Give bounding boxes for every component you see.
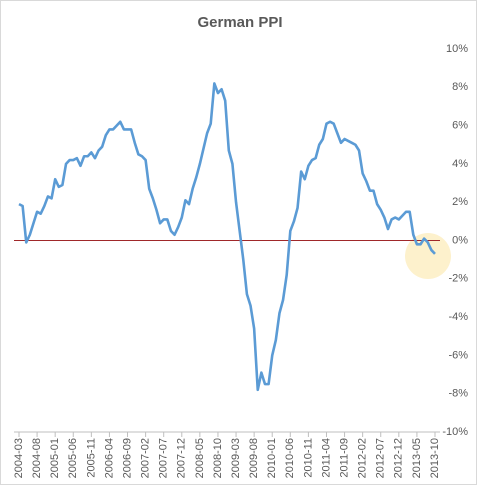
x-tick-label: 2009-08	[248, 438, 260, 478]
y-tick-label: -2%	[448, 273, 468, 285]
x-tick-label: 2010-11	[302, 438, 314, 478]
x-tick-label: 2009-03	[230, 438, 242, 478]
x-tick-label: 2013-10	[429, 438, 441, 478]
x-tick-label: 2006-04	[103, 438, 115, 478]
x-tick-label: 2005-11	[85, 438, 97, 478]
x-tick-label: 2006-09	[121, 438, 133, 478]
y-tick-label: 6%	[452, 120, 468, 132]
x-tick-label: 2012-02	[357, 438, 369, 478]
x-tick-label: 2008-05	[194, 438, 206, 478]
x-tick-label: 2008-10	[212, 438, 224, 478]
y-tick-label: 2%	[452, 196, 468, 208]
y-tick-label: -4%	[448, 311, 468, 323]
x-tick-label: 2005-06	[67, 438, 79, 478]
y-tick-label: 8%	[452, 81, 468, 93]
x-tick-label: 2010-06	[284, 438, 296, 478]
x-tick-label: 2012-07	[375, 438, 387, 478]
y-tick-label: -6%	[448, 349, 468, 361]
x-tick-label: 2007-07	[158, 438, 170, 478]
y-tick-label: -10%	[442, 426, 468, 438]
y-tick-label: 0%	[452, 234, 468, 246]
y-tick-label: 4%	[452, 158, 468, 170]
chart-title: German PPI	[197, 14, 282, 31]
x-tick-label: 2010-01	[266, 438, 278, 478]
x-tick-label: 2004-03	[13, 438, 25, 478]
x-tick-label: 2004-08	[31, 438, 43, 478]
x-tick-label: 2007-12	[176, 438, 188, 478]
x-tick-label: 2011-04	[320, 438, 332, 478]
x-tick-label: 2005-01	[49, 438, 61, 478]
data-line	[18, 82, 436, 392]
x-tick-label: 2007-02	[140, 438, 152, 478]
y-tick-label: -8%	[448, 388, 468, 400]
x-tick-label: 2013-05	[411, 438, 423, 478]
y-tick-label: 10%	[446, 43, 468, 55]
x-tick-label: 2012-12	[393, 438, 405, 478]
x-tick-label: 2011-09	[338, 438, 350, 478]
highlight-circle	[405, 233, 451, 279]
